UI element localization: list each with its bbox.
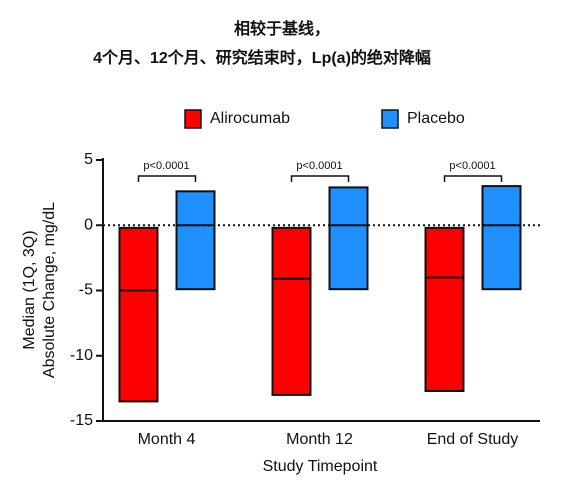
x-tick-label: Month 12: [286, 431, 353, 448]
p-value-annotation: p<0.0001: [296, 160, 342, 172]
y-axis-title: Median (1Q, 3Q): [21, 230, 38, 349]
range-bar: [118, 226, 159, 403]
chart-title: 4个月、12个月、研究结束时，Lp(a)的绝对降幅: [93, 48, 431, 67]
significance-bracket: [290, 175, 350, 182]
range-bar: [481, 185, 522, 291]
p-value-annotation: p<0.0001: [143, 160, 189, 172]
y-tick-label: -15: [70, 412, 93, 429]
range-bar: [328, 186, 369, 291]
y-tick-label: -5: [79, 282, 93, 299]
range-bar: [271, 226, 312, 396]
significance-bracket: [443, 175, 503, 182]
x-axis-title: Study Timepoint: [263, 458, 378, 475]
range-bar: [175, 190, 216, 291]
legend-label: Placebo: [407, 110, 465, 127]
y-axis-title: Absolute Change, mg/dL: [41, 202, 58, 378]
y-tick-label: -10: [70, 347, 93, 364]
legend-label: Alirocumab: [210, 110, 290, 127]
y-tick-label: 5: [84, 151, 93, 168]
legend-swatch: [381, 109, 399, 129]
legend-swatch: [184, 109, 202, 129]
x-tick-label: Month 4: [138, 431, 196, 448]
significance-bracket: [137, 175, 197, 182]
p-value-annotation: p<0.0001: [449, 160, 495, 172]
chart-title: 相较于基线，: [234, 19, 330, 38]
range-bar: [424, 226, 465, 392]
x-tick-label: End of Study: [427, 431, 519, 448]
y-tick-label: 0: [84, 216, 93, 233]
